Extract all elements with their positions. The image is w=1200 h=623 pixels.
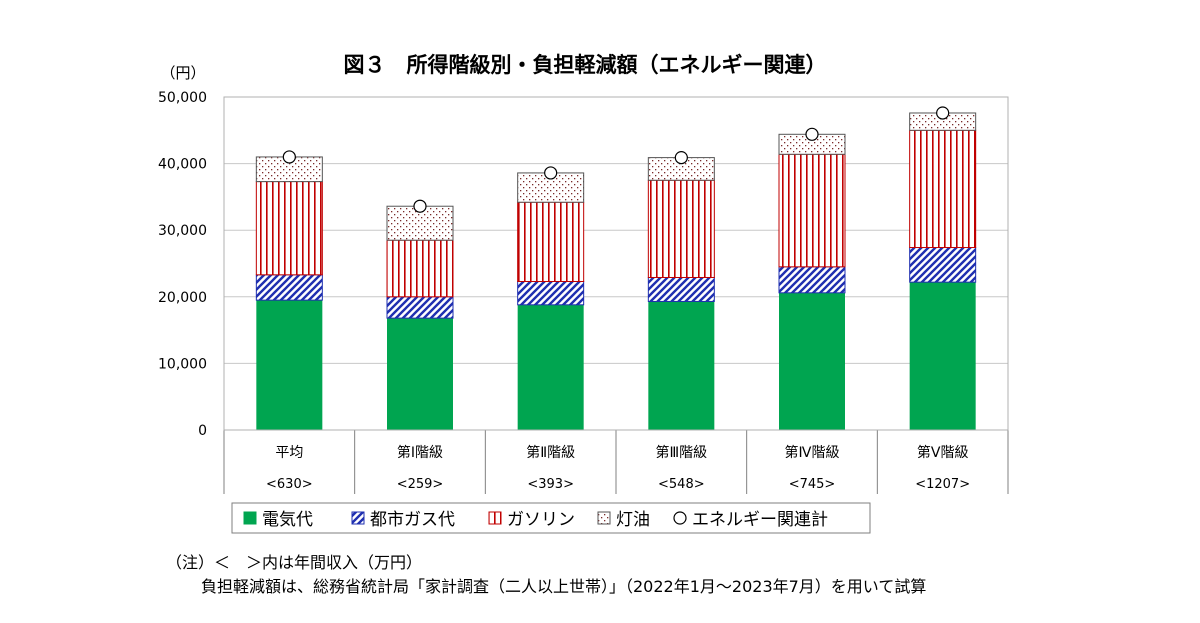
bar-electricity (387, 318, 453, 430)
y-axis-labels: 0 10,000 20,000 30,000 40,000 50,000 (158, 90, 207, 439)
y-tick-label: 50,000 (158, 90, 207, 106)
category-label: 第Ⅲ階級 (656, 444, 708, 461)
bar-gasoline (647, 179, 715, 278)
category-label: 第Ⅴ階級 (917, 444, 969, 461)
bars (255, 112, 977, 430)
income-label: <1207> (915, 477, 970, 492)
income-label: <259> (397, 477, 444, 492)
bar-city-gas (909, 247, 977, 283)
bar-city-gas (647, 276, 715, 302)
bar-city-gas (386, 296, 454, 319)
total-markers (282, 106, 950, 213)
bar-electricity (779, 292, 845, 430)
income-label: <630> (266, 477, 313, 492)
total-marker (674, 151, 688, 165)
legend-swatch-city-gas (351, 511, 365, 525)
bar-gasoline (909, 129, 977, 249)
bar-electricity (256, 300, 323, 430)
bar-city-gas (517, 280, 585, 306)
legend-label: 電気代 (262, 510, 313, 530)
category-label: 平均 (275, 445, 303, 461)
total-marker (282, 150, 296, 164)
category-label: 第Ⅰ階級 (397, 444, 443, 461)
legend-label: 灯油 (616, 510, 650, 530)
y-tick-label: 0 (198, 423, 207, 439)
y-axis-unit: （円） (160, 64, 205, 82)
legend-label: エネルギー関連計 (692, 510, 828, 530)
income-label: <745> (789, 477, 836, 492)
chart: 図３ 所得階級別・負担軽減額（エネルギー関連） （円） 0 10,000 20,00… (158, 53, 1009, 534)
y-tick-label: 30,000 (158, 223, 207, 239)
legend-label: 都市ガス代 (370, 510, 455, 530)
legend-box (231, 502, 871, 534)
bar-gasoline (386, 239, 454, 298)
legend-marker-total (673, 511, 687, 525)
chart-title: 図３ 所得階級別・負担軽減額（エネルギー関連） (344, 53, 827, 77)
legend-swatch-gasoline (488, 511, 502, 525)
plot-area-border (223, 96, 1009, 431)
y-tick-label: 20,000 (158, 290, 207, 306)
income-label: <393> (527, 477, 574, 492)
bar-gasoline (255, 181, 323, 276)
legend-swatch-electricity (243, 511, 257, 525)
bar-kerosene (386, 205, 454, 241)
total-marker (544, 166, 558, 180)
total-marker (413, 199, 427, 213)
total-marker (805, 127, 819, 141)
category-label: 第Ⅱ階級 (526, 444, 575, 461)
bar-gasoline (778, 153, 846, 268)
bar-gasoline (517, 201, 585, 282)
bar-electricity (648, 301, 715, 430)
note-line-1: （注）＜ ＞内は年間収入（万円） (166, 553, 423, 572)
income-label: <548> (658, 477, 705, 492)
bar-city-gas (778, 266, 846, 294)
y-tick-label: 40,000 (158, 157, 207, 173)
gridlines (224, 96, 1008, 364)
legend-label: ガソリン (507, 510, 575, 530)
total-marker (936, 106, 950, 120)
bar-city-gas (255, 274, 323, 301)
x-axis: 平均 <630> 第Ⅰ階級 <259> 第Ⅱ階級 <393> 第Ⅲ階級 <548> 第Ⅳ階級 <7… (223, 429, 1009, 494)
bar-electricity (517, 304, 584, 430)
bar-electricity (909, 282, 976, 430)
legend-swatch-kerosene (597, 511, 611, 525)
category-label: 第Ⅳ階級 (785, 444, 840, 461)
y-tick-label: 10,000 (158, 356, 207, 372)
note-line-2: 負担軽減額は、総務省統計局「家計調査（二人以上世帯）」（2022年1月～2023… (201, 577, 927, 596)
legend: 電気代 都市ガス代 ガソリン 灯油 エネルギー関連計 (231, 502, 871, 534)
